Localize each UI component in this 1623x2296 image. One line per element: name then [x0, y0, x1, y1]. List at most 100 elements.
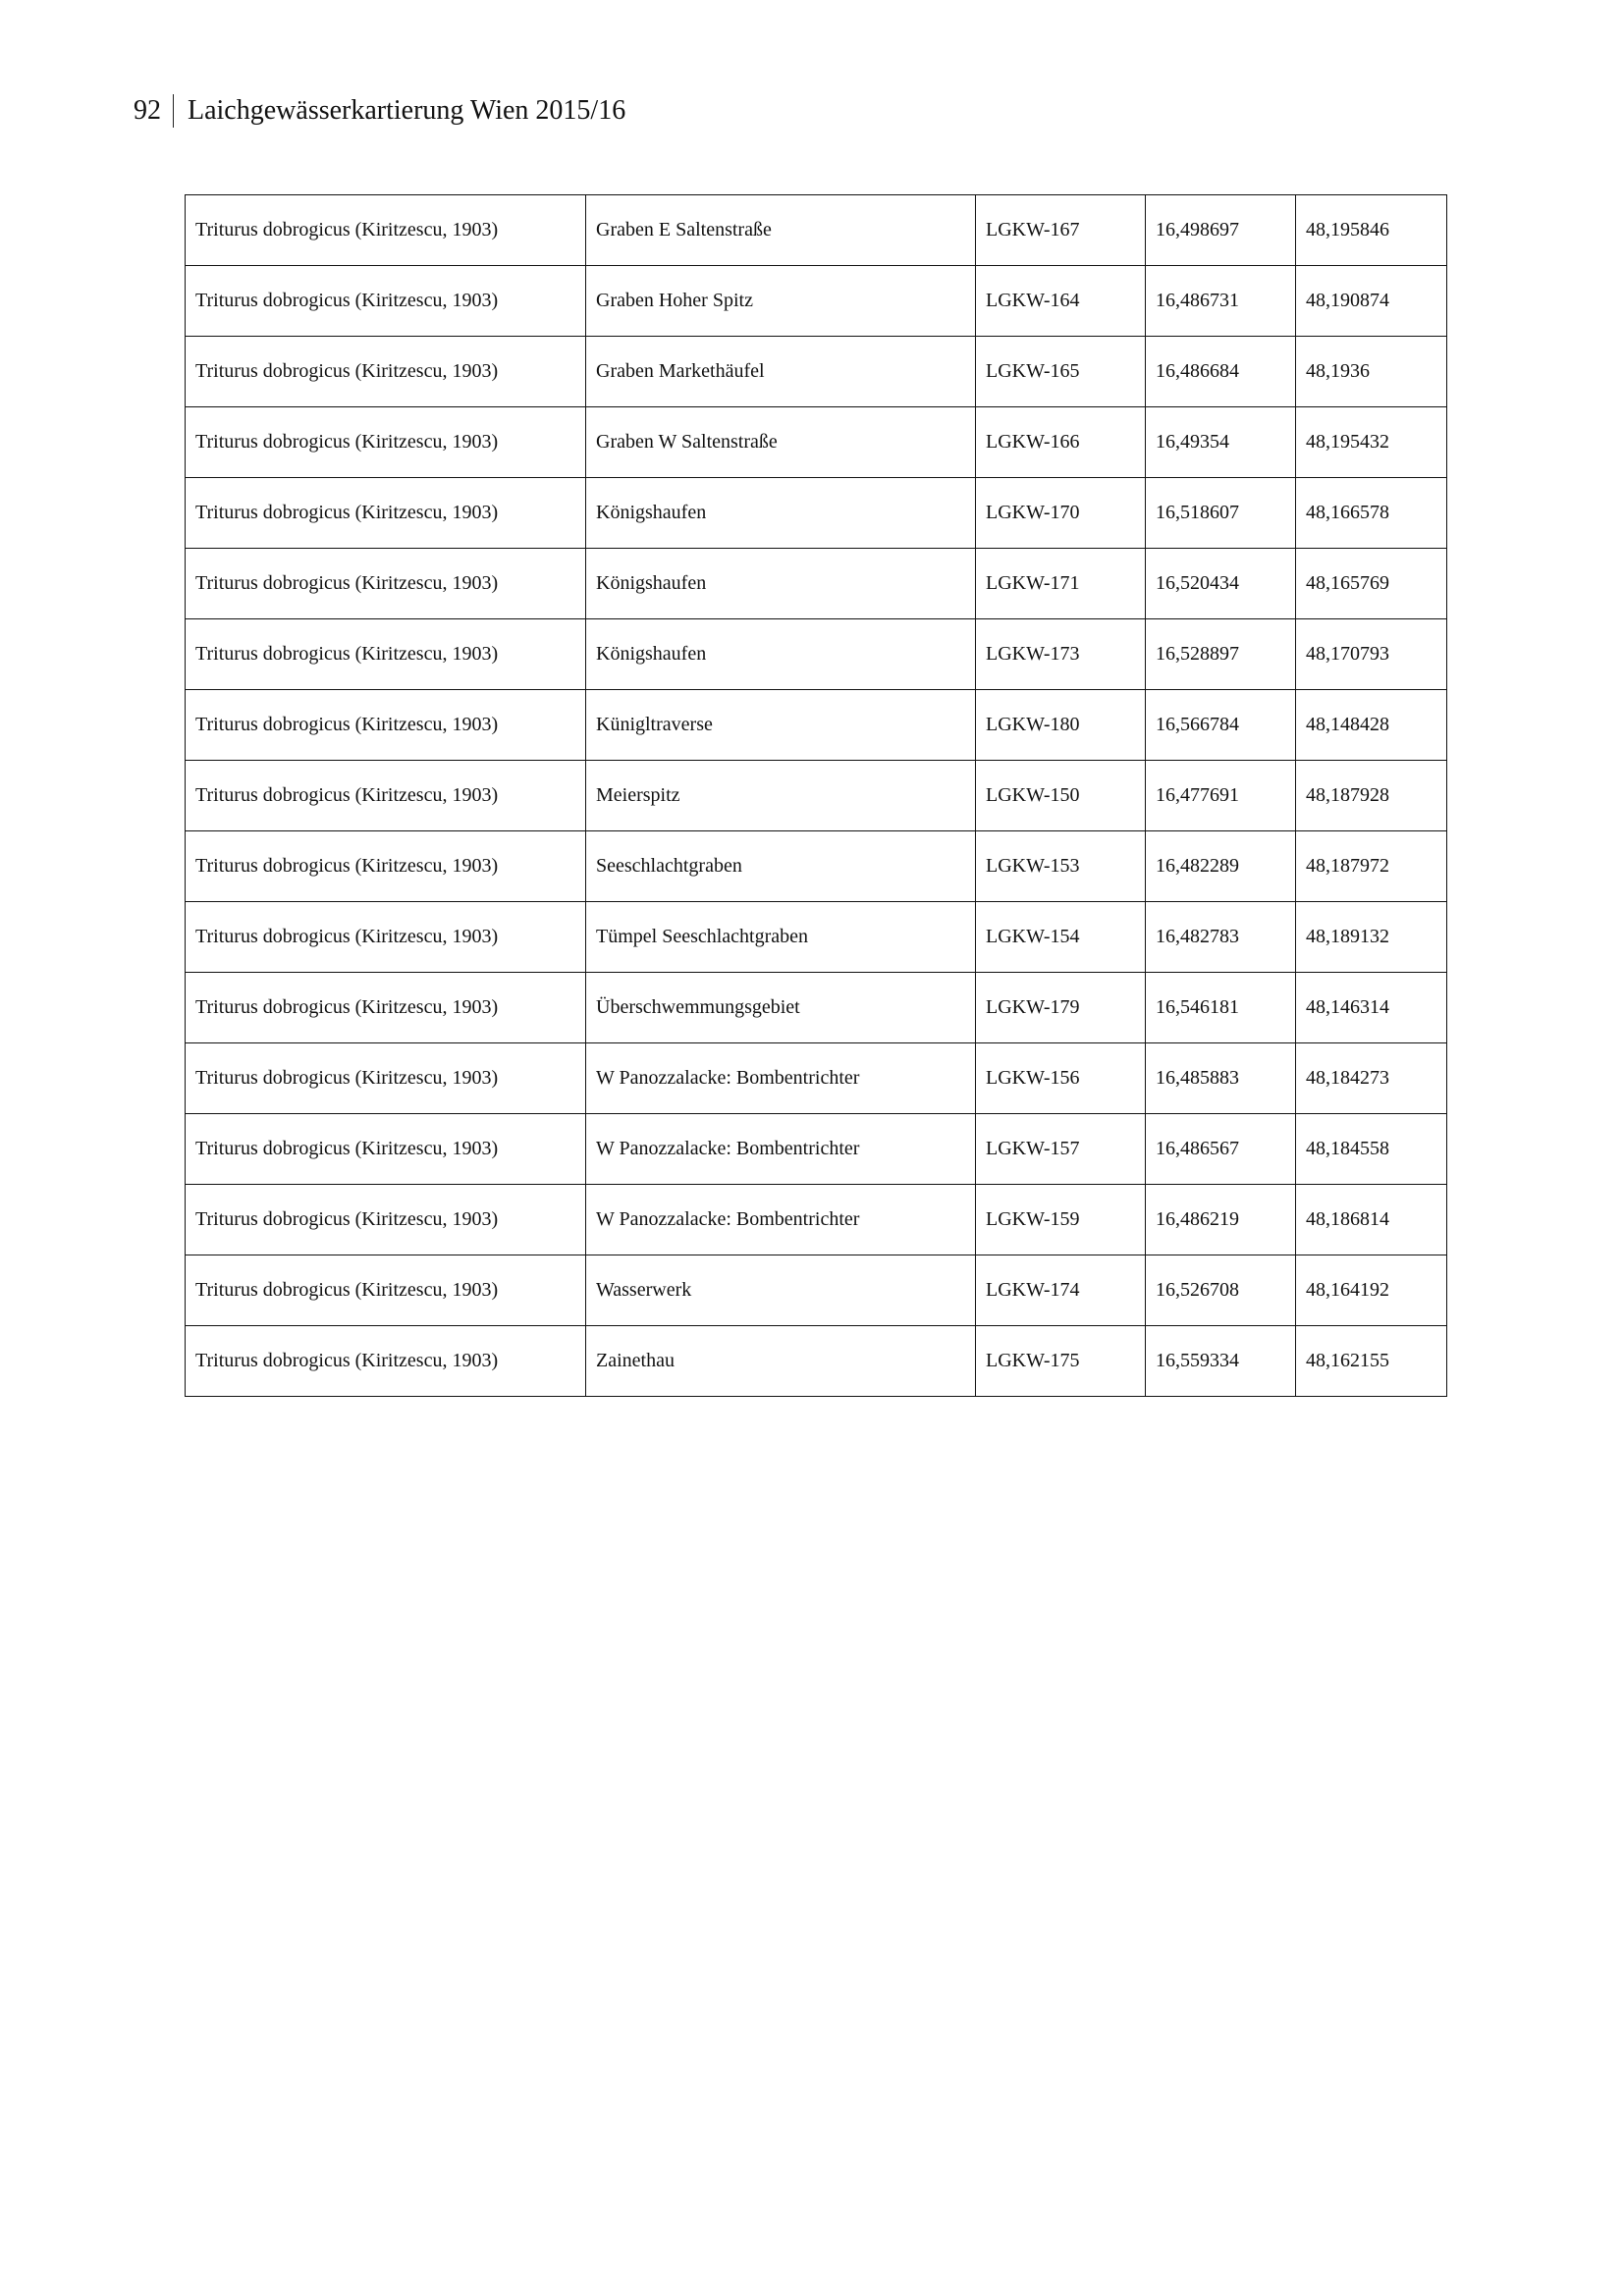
species-cell: Triturus dobrogicus (Kiritzescu, 1903) — [185, 830, 586, 902]
species-cell: Triturus dobrogicus (Kiritzescu, 1903) — [185, 194, 586, 266]
site-id-cell: LGKW-173 — [975, 618, 1146, 690]
site-id-cell: LGKW-150 — [975, 760, 1146, 831]
location-cell: Künigltraverse — [585, 689, 976, 761]
table-row: Triturus dobrogicus (Kiritzescu, 1903) Üb… — [185, 972, 1447, 1043]
location-cell: Graben Markethäufel — [585, 336, 976, 407]
longitude-cell: 16,498697 — [1145, 194, 1296, 266]
table-row: Triturus dobrogicus (Kiritzescu, 1903) Kö… — [185, 477, 1447, 549]
table-row: Triturus dobrogicus (Kiritzescu, 1903) Za… — [185, 1325, 1447, 1397]
page-number: 92 — [134, 95, 161, 126]
header-divider — [173, 94, 174, 128]
location-cell: Seeschlachtgraben — [585, 830, 976, 902]
species-cell: Triturus dobrogicus (Kiritzescu, 1903) — [185, 406, 586, 478]
species-cell: Triturus dobrogicus (Kiritzescu, 1903) — [185, 336, 586, 407]
location-cell: Graben W Saltenstraße — [585, 406, 976, 478]
latitude-cell: 48,162155 — [1295, 1325, 1447, 1397]
species-cell: Triturus dobrogicus (Kiritzescu, 1903) — [185, 1042, 586, 1114]
location-cell: Graben E Saltenstraße — [585, 194, 976, 266]
site-id-cell: LGKW-165 — [975, 336, 1146, 407]
species-cell: Triturus dobrogicus (Kiritzescu, 1903) — [185, 901, 586, 973]
site-id-cell: LGKW-164 — [975, 265, 1146, 337]
site-id-cell: LGKW-171 — [975, 548, 1146, 619]
latitude-cell: 48,187972 — [1295, 830, 1447, 902]
table-row: Triturus dobrogicus (Kiritzescu, 1903) Kö… — [185, 618, 1447, 690]
longitude-cell: 16,486219 — [1145, 1184, 1296, 1255]
table-row: Triturus dobrogicus (Kiritzescu, 1903) Gr… — [185, 406, 1447, 478]
species-cell: Triturus dobrogicus (Kiritzescu, 1903) — [185, 548, 586, 619]
longitude-cell: 16,526708 — [1145, 1255, 1296, 1326]
longitude-cell: 16,566784 — [1145, 689, 1296, 761]
species-cell: Triturus dobrogicus (Kiritzescu, 1903) — [185, 760, 586, 831]
latitude-cell: 48,195432 — [1295, 406, 1447, 478]
longitude-cell: 16,559334 — [1145, 1325, 1296, 1397]
location-cell: W Panozzalacke: Bombentrichter — [585, 1113, 976, 1185]
table-row: Triturus dobrogicus (Kiritzescu, 1903) Kü… — [185, 689, 1447, 761]
longitude-cell: 16,49354 — [1145, 406, 1296, 478]
latitude-cell: 48,1936 — [1295, 336, 1447, 407]
site-id-cell: LGKW-175 — [975, 1325, 1146, 1397]
site-id-cell: LGKW-157 — [975, 1113, 1146, 1185]
latitude-cell: 48,187928 — [1295, 760, 1447, 831]
site-id-cell: LGKW-170 — [975, 477, 1146, 549]
table-row: Triturus dobrogicus (Kiritzescu, 1903) Me… — [185, 760, 1447, 831]
site-id-cell: LGKW-153 — [975, 830, 1146, 902]
latitude-cell: 48,165769 — [1295, 548, 1447, 619]
longitude-cell: 16,518607 — [1145, 477, 1296, 549]
longitude-cell: 16,477691 — [1145, 760, 1296, 831]
longitude-cell: 16,528897 — [1145, 618, 1296, 690]
location-cell: W Panozzalacke: Bombentrichter — [585, 1184, 976, 1255]
running-header: 92 Laichgewässerkartierung Wien 2015/16 — [134, 94, 625, 128]
location-cell: Meierspitz — [585, 760, 976, 831]
location-cell: W Panozzalacke: Bombentrichter — [585, 1042, 976, 1114]
latitude-cell: 48,195846 — [1295, 194, 1447, 266]
species-cell: Triturus dobrogicus (Kiritzescu, 1903) — [185, 1325, 586, 1397]
species-cell: Triturus dobrogicus (Kiritzescu, 1903) — [185, 618, 586, 690]
location-cell: Überschwemmungsgebiet — [585, 972, 976, 1043]
longitude-cell: 16,486567 — [1145, 1113, 1296, 1185]
site-id-cell: LGKW-154 — [975, 901, 1146, 973]
site-id-cell: LGKW-174 — [975, 1255, 1146, 1326]
species-cell: Triturus dobrogicus (Kiritzescu, 1903) — [185, 1113, 586, 1185]
latitude-cell: 48,148428 — [1295, 689, 1447, 761]
site-id-cell: LGKW-156 — [975, 1042, 1146, 1114]
table-row: Triturus dobrogicus (Kiritzescu, 1903) Gr… — [185, 194, 1447, 266]
document-title: Laichgewässerkartierung Wien 2015/16 — [188, 95, 626, 126]
species-cell: Triturus dobrogicus (Kiritzescu, 1903) — [185, 1184, 586, 1255]
latitude-cell: 48,170793 — [1295, 618, 1447, 690]
longitude-cell: 16,482289 — [1145, 830, 1296, 902]
site-id-cell: LGKW-179 — [975, 972, 1146, 1043]
table-row: Triturus dobrogicus (Kiritzescu, 1903) Wa… — [185, 1255, 1447, 1326]
longitude-cell: 16,546181 — [1145, 972, 1296, 1043]
species-cell: Triturus dobrogicus (Kiritzescu, 1903) — [185, 1255, 586, 1326]
location-cell: Königshaufen — [585, 618, 976, 690]
location-cell: Tümpel Seeschlachtgraben — [585, 901, 976, 973]
table-row: Triturus dobrogicus (Kiritzescu, 1903) Gr… — [185, 265, 1447, 337]
location-cell: Königshaufen — [585, 548, 976, 619]
longitude-cell: 16,520434 — [1145, 548, 1296, 619]
species-cell: Triturus dobrogicus (Kiritzescu, 1903) — [185, 972, 586, 1043]
longitude-cell: 16,486731 — [1145, 265, 1296, 337]
latitude-cell: 48,166578 — [1295, 477, 1447, 549]
site-id-cell: LGKW-166 — [975, 406, 1146, 478]
species-location-table: Triturus dobrogicus (Kiritzescu, 1903) Gr… — [185, 194, 1447, 1397]
location-cell: Wasserwerk — [585, 1255, 976, 1326]
latitude-cell: 48,184558 — [1295, 1113, 1447, 1185]
species-cell: Triturus dobrogicus (Kiritzescu, 1903) — [185, 265, 586, 337]
latitude-cell: 48,184273 — [1295, 1042, 1447, 1114]
location-cell: Zainethau — [585, 1325, 976, 1397]
longitude-cell: 16,486684 — [1145, 336, 1296, 407]
longitude-cell: 16,485883 — [1145, 1042, 1296, 1114]
location-cell: Königshaufen — [585, 477, 976, 549]
latitude-cell: 48,164192 — [1295, 1255, 1447, 1326]
species-cell: Triturus dobrogicus (Kiritzescu, 1903) — [185, 477, 586, 549]
site-id-cell: LGKW-159 — [975, 1184, 1146, 1255]
longitude-cell: 16,482783 — [1145, 901, 1296, 973]
latitude-cell: 48,189132 — [1295, 901, 1447, 973]
table-row: Triturus dobrogicus (Kiritzescu, 1903) Tü… — [185, 901, 1447, 973]
table-row: Triturus dobrogicus (Kiritzescu, 1903) W … — [185, 1042, 1447, 1114]
species-cell: Triturus dobrogicus (Kiritzescu, 1903) — [185, 689, 586, 761]
location-cell: Graben Hoher Spitz — [585, 265, 976, 337]
latitude-cell: 48,146314 — [1295, 972, 1447, 1043]
table-row: Triturus dobrogicus (Kiritzescu, 1903) W … — [185, 1184, 1447, 1255]
site-id-cell: LGKW-180 — [975, 689, 1146, 761]
